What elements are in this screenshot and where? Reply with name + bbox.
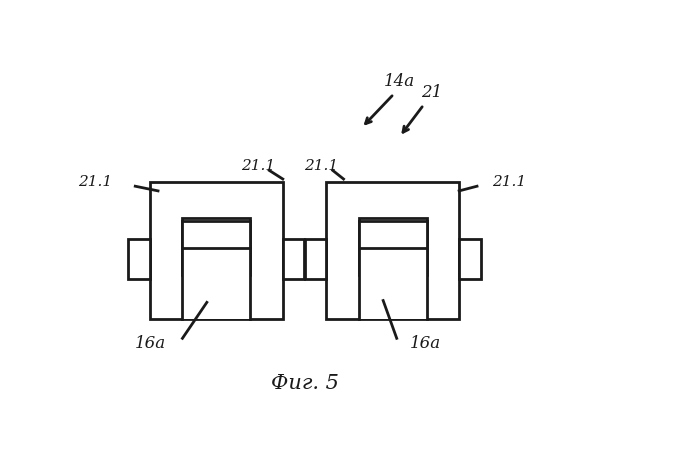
Bar [283, 240, 304, 279]
Bar [459, 240, 481, 279]
Bar [326, 182, 459, 318]
Text: Фиг. 5: Фиг. 5 [271, 374, 338, 393]
Bar [128, 240, 150, 279]
Text: 14a: 14a [384, 73, 415, 90]
Bar [183, 221, 251, 318]
Text: 21: 21 [421, 84, 442, 101]
Bar [183, 218, 251, 276]
Text: 16a: 16a [135, 335, 166, 352]
Text: 21.1: 21.1 [78, 175, 112, 189]
Text: 21.1: 21.1 [491, 175, 526, 189]
Text: 21.1: 21.1 [241, 159, 275, 173]
Text: 16a: 16a [410, 335, 442, 352]
Text: 21.1: 21.1 [304, 159, 338, 173]
Bar [150, 182, 283, 318]
Bar [358, 221, 426, 318]
Bar [358, 218, 426, 276]
Bar [304, 240, 326, 279]
